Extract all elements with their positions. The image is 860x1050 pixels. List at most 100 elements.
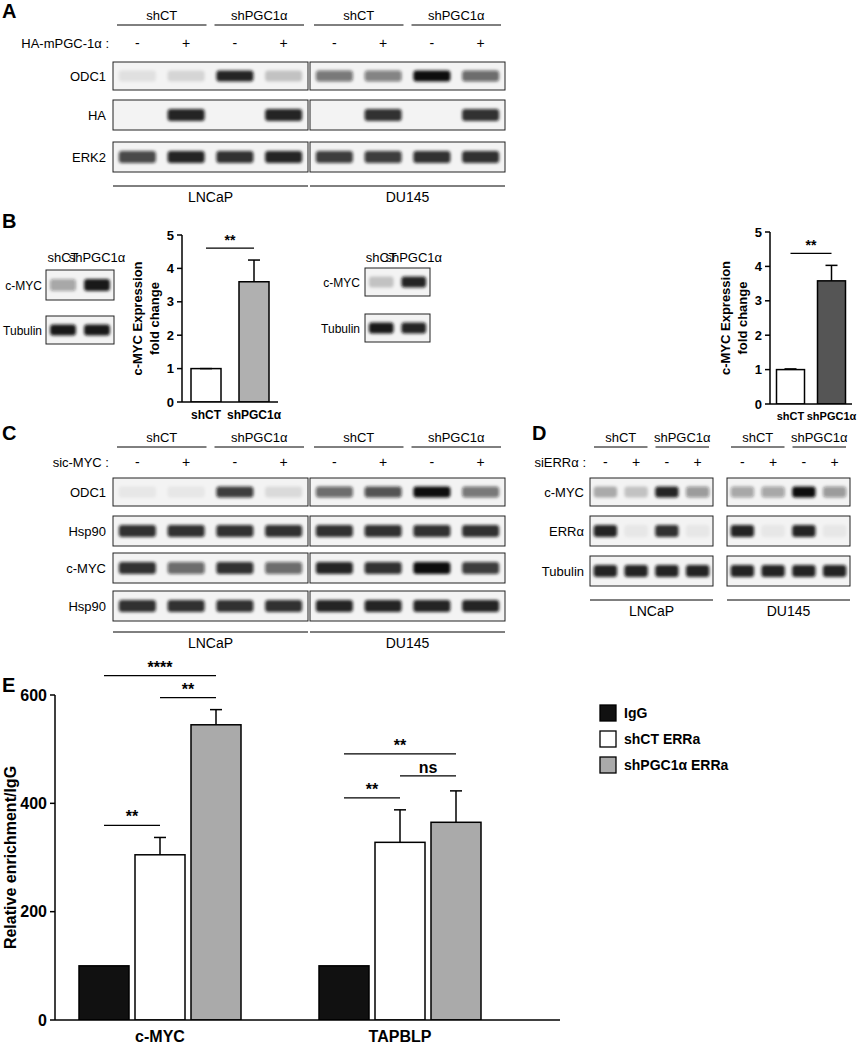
- band: [686, 525, 709, 537]
- y-tick-label: 3: [755, 293, 762, 308]
- y-tick: [765, 334, 770, 336]
- y-tick: [765, 231, 770, 233]
- y-axis: [181, 235, 183, 402]
- band: [823, 565, 846, 577]
- bar: [239, 282, 269, 402]
- error-bar: [200, 368, 212, 369]
- header-underline: [314, 25, 404, 26]
- band: [50, 279, 76, 291]
- header-label: shPGC1α: [385, 250, 442, 265]
- treatment-sign: -: [135, 454, 140, 470]
- cell-line-underline: [310, 186, 505, 187]
- x-tick-label: c-MYC: [135, 1028, 185, 1045]
- band: [594, 525, 617, 537]
- header-label: shCT: [343, 430, 374, 445]
- row-label: Hsp90: [68, 524, 106, 539]
- y-tick-label: 1: [167, 361, 174, 376]
- treatment-sign: +: [769, 454, 777, 470]
- band: [84, 324, 110, 335]
- band: [168, 151, 205, 163]
- blot-strip: [727, 478, 850, 506]
- y-tick: [765, 300, 770, 302]
- band: [316, 486, 353, 497]
- error-cap: [154, 837, 166, 839]
- blot-strip: [590, 478, 713, 506]
- error-bar: [785, 368, 797, 370]
- band: [413, 600, 450, 612]
- panel-label: B: [2, 210, 16, 232]
- header-underline: [594, 447, 648, 448]
- blot-strip: [310, 142, 505, 172]
- treatment-label: sic-MYC :: [53, 455, 109, 470]
- row-label: c-MYC: [544, 485, 584, 500]
- band: [216, 151, 253, 163]
- band: [369, 322, 394, 333]
- band: [401, 276, 426, 287]
- error-stem: [215, 710, 217, 725]
- y-axis-label: fold change: [147, 282, 162, 355]
- header-underline: [117, 25, 207, 26]
- x-tick-label: shCT: [777, 410, 805, 422]
- band: [731, 565, 754, 577]
- error-cap: [248, 259, 260, 261]
- plot-area: [79, 710, 481, 1020]
- band: [119, 525, 156, 537]
- header-underline: [412, 447, 502, 448]
- header-label: shPGC1α: [791, 430, 848, 445]
- cell-line-underline: [113, 186, 308, 187]
- band: [594, 565, 617, 577]
- cell-line-label: LNCaP: [188, 189, 233, 205]
- row-label: ERRα: [549, 524, 584, 539]
- treatment-sign: +: [379, 35, 387, 51]
- blot-strip: [727, 556, 850, 586]
- y-tick-label: 0: [38, 1012, 47, 1029]
- bar: [375, 842, 425, 1020]
- header-label: shPGC1α: [69, 250, 126, 265]
- header-underline: [215, 25, 305, 26]
- blot-strip: [727, 516, 850, 546]
- y-tick-label: 0: [167, 395, 174, 410]
- header-label: shPGC1α: [654, 430, 711, 445]
- error-stem: [831, 265, 833, 280]
- band: [401, 322, 426, 333]
- band: [624, 525, 647, 537]
- band: [216, 525, 253, 537]
- plot-area: [191, 260, 269, 402]
- x-axis: [55, 1019, 560, 1021]
- error-cap: [394, 809, 406, 811]
- band: [119, 600, 156, 612]
- band: [168, 70, 205, 81]
- band: [365, 600, 402, 612]
- error-cap: [450, 790, 462, 792]
- treatment-label: siERRα :: [534, 455, 586, 470]
- y-axis-label: c-MYC Expression: [130, 261, 145, 375]
- panel-label: A: [2, 0, 16, 22]
- y-tick-label: 2: [755, 328, 762, 343]
- blot-strip: [113, 100, 308, 130]
- header-label: shCT: [146, 8, 177, 23]
- error-stem: [455, 791, 457, 822]
- significance-label: **: [225, 232, 236, 248]
- x-axis: [770, 403, 852, 405]
- y-tick-label: 1: [755, 362, 762, 377]
- header-label: shPGC1α: [428, 430, 485, 445]
- band: [731, 525, 754, 537]
- band: [216, 70, 253, 81]
- y-tick: [177, 401, 182, 403]
- band: [655, 486, 678, 497]
- blot-strip: [46, 316, 114, 344]
- y-tick: [50, 803, 55, 805]
- band: [686, 565, 709, 577]
- band: [365, 562, 402, 574]
- band: [462, 70, 499, 81]
- treatment-sign: -: [740, 454, 745, 470]
- significance-label: **: [126, 808, 139, 825]
- y-tick: [177, 301, 182, 303]
- error-stem: [159, 837, 161, 854]
- band: [168, 525, 205, 537]
- row-label: c-MYC: [5, 279, 42, 293]
- error-stem: [399, 810, 401, 843]
- panel-label: C: [2, 422, 16, 444]
- error-bar: [248, 260, 260, 282]
- legend: IgGshCT ERRashPGC1α ERRa: [600, 705, 729, 773]
